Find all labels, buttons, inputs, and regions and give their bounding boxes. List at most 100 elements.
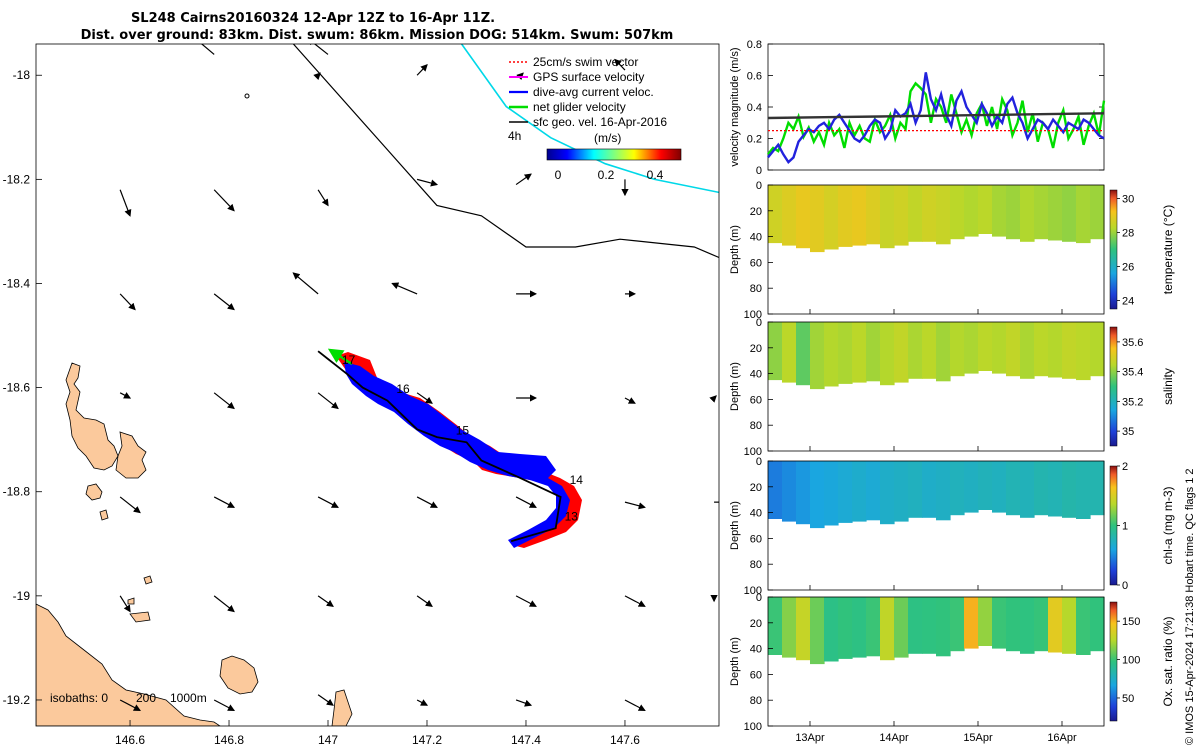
profile-y-tick-label: 80 [750,695,762,707]
profile-y-tick-label: 40 [750,232,762,244]
profile-y-tick-label: 60 [750,669,762,681]
title-line-1: SL248 Cairns20160324 12-Apr 12Z to 16-Ap… [131,11,495,26]
profile-colorbar [1109,326,1118,447]
track-day-label: 13 [565,509,579,523]
profile-cell [1034,597,1049,652]
profile-y-tick-label: 20 [750,482,762,494]
profile-cell [936,185,951,245]
profile-y-tick-label: 40 [750,508,762,520]
profile-y-axis-label: Depth (m) [729,225,741,274]
profile-cell [978,461,993,510]
profile-cell [1076,597,1091,655]
dive-current-ribbon [344,362,570,548]
map-legend: 25cm/s swim vector GPS surface velocity … [508,55,682,182]
isobaths-label: isobaths: 0 [50,691,108,705]
geo-vector-arrow [515,173,532,186]
current-ribbon [336,352,582,548]
profile-cell [992,322,1007,374]
colorbar-unit-label: (m/s) [594,131,621,145]
map-y-tick-label: -19 [13,589,31,603]
geo-vector-arrow [624,501,646,510]
profile-y-tick-label: 60 [750,394,762,406]
profile-cell [964,597,979,649]
profile-x-tick-label: 16Apr [1047,732,1077,744]
profile-y-axis-label: Depth (m) [729,362,741,411]
profile-cell [810,322,825,390]
isobath-depth-1000: 1000m [170,691,207,705]
geo-vector-arrow [624,595,646,607]
profile-cell [782,322,797,383]
profile-cell [880,461,895,525]
profile-cell [796,597,811,661]
track-day-label: 17 [342,353,356,367]
profile-cell [894,461,909,522]
geo-vector-arrow [416,595,433,607]
profile-cell [796,185,811,249]
profile-x-tick-label: 15Apr [963,732,993,744]
profile-y-axis-label: Depth (m) [729,501,741,550]
island-small-3 [129,611,151,623]
colorbar-tick-label: 30 [1122,194,1134,206]
profile-cell [922,185,937,242]
map-y-tick-label: -18.8 [3,485,31,499]
credit-note: © IMOS 15-Apr-2024 17:21:38 Hobart time.… [1184,468,1196,745]
profile-colorbar [1109,189,1118,310]
track-day-label: 14 [570,473,584,487]
legend-geo-label: sfc geo. vel. 16-Apr-2016 [533,115,667,129]
profile-cell [894,597,909,658]
velocity-series-line [767,112,1105,120]
geo-vector-arrow [317,694,334,706]
colorbar-tick-0: 0 [555,168,562,182]
profile-cell [922,322,937,379]
geo-vector-arrow [624,699,646,711]
colorbar-tick-label: 2 [1122,461,1128,473]
profile-cell [1020,461,1035,518]
colorbar-tick-label: 28 [1122,228,1134,240]
profile-cell [1034,185,1049,240]
geo-vector-arrow [313,72,321,81]
track-day-label: 16 [396,382,410,396]
geo-vector-arrow [119,392,132,399]
profile-cell [908,597,923,654]
geo-vector-arrow [213,496,236,508]
geo-vector-arrow [213,595,235,613]
profile-cell [936,597,951,657]
profile-cell [1076,461,1091,519]
map-content: 13 14 15 16 17 [36,44,719,726]
profile-cell [964,461,979,513]
geo-vector-arrow [213,392,235,410]
geo-vector-arrow [119,496,141,514]
legend-dive-label: dive-avg current veloc. [533,85,654,99]
geo-vector-arrow [119,595,131,613]
geo-vector-arrow [515,699,533,707]
land-masses [36,362,353,726]
profile-colorbar [1109,601,1118,722]
profile-cell [880,322,895,386]
profile-cell [838,597,853,659]
profile-cell [866,597,881,657]
profile-cell [1090,322,1105,377]
profile-cell [768,322,783,381]
profile-cell [1062,597,1077,654]
profile-cell [880,597,895,661]
profile-y-tick-label: 40 [750,369,762,381]
profile-cell [824,322,839,387]
geo-vector-arrow [317,189,329,207]
title-line-2: Dist. over ground: 83km. Dist. swum: 86k… [81,28,674,43]
profile-cell [782,461,797,522]
profile-panel-1: 0 20 40 60 80 100 Depth (m) 24 26 28 30 temperature… [729,180,1175,321]
marker-circle [244,93,250,99]
profile-cell [1020,185,1035,242]
profile-cell [950,185,965,240]
profile-cell [866,185,881,245]
profile-y-tick-label: 40 [750,644,762,656]
colorbar-label: temperature (°C) [1161,205,1175,295]
profile-cell [950,597,965,652]
map-x-tick-label: 147.6 [610,733,640,747]
profile-cell [866,461,881,521]
profile-cell [1006,322,1021,377]
profile-y-tick-label: 0 [756,592,762,604]
profile-y-tick-label: 100 [744,721,762,733]
